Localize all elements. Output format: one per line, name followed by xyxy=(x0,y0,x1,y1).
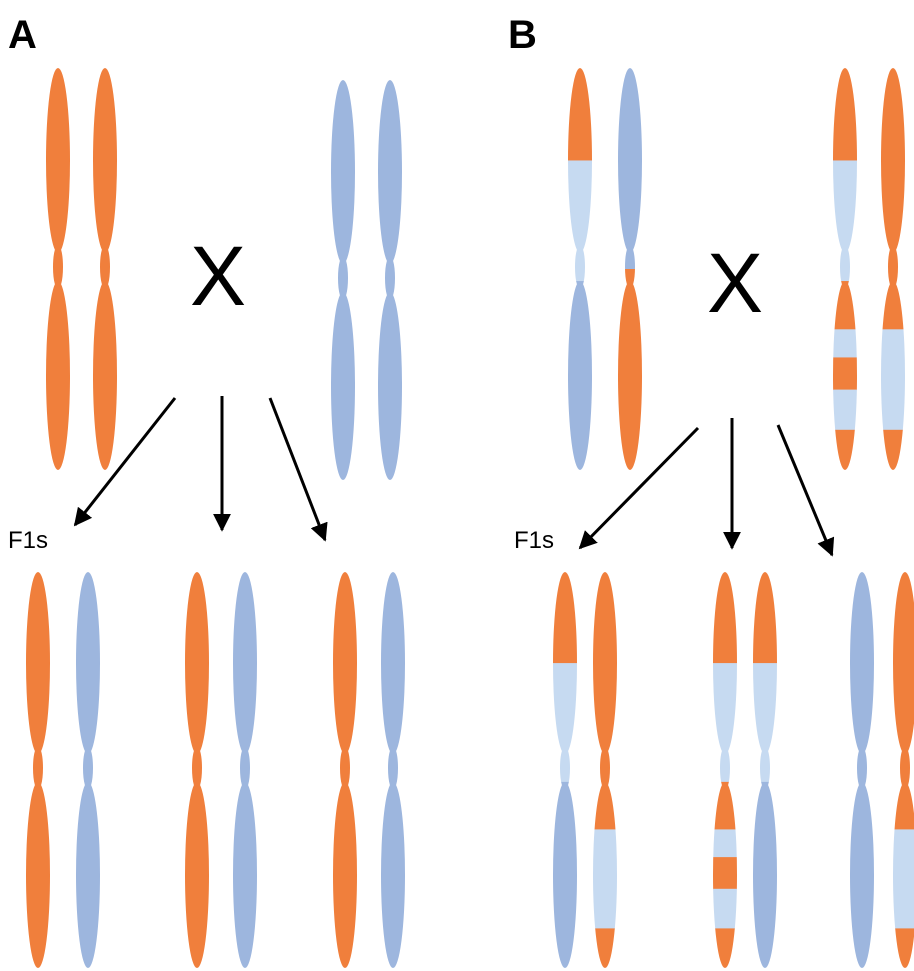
chromosome xyxy=(24,572,52,969)
panel-label: B xyxy=(508,13,537,57)
chromosome xyxy=(91,68,119,471)
offspring-label: F1s xyxy=(514,527,554,554)
figure: A B X X F1s F1s xyxy=(0,0,914,971)
chromosome xyxy=(831,68,859,471)
chromosome xyxy=(231,572,259,969)
chromosome xyxy=(44,68,72,471)
chromosome xyxy=(376,80,404,481)
arrows xyxy=(75,396,832,555)
chromosome xyxy=(329,80,357,481)
chromosome xyxy=(591,572,619,969)
chromosome xyxy=(74,572,102,969)
chromosome xyxy=(879,68,907,471)
chromosome xyxy=(551,572,579,969)
chromosome xyxy=(331,572,359,969)
chromosome xyxy=(566,68,594,471)
chromosome xyxy=(751,572,779,969)
chromosome xyxy=(891,572,914,969)
chromosome xyxy=(183,572,211,969)
panel-label: A xyxy=(8,13,37,57)
cross-symbol: X xyxy=(190,229,246,323)
chromosome xyxy=(711,572,739,969)
chromosome xyxy=(379,572,407,969)
cross-symbol: X xyxy=(707,236,763,330)
chromosomes xyxy=(24,68,914,969)
offspring-label: F1s xyxy=(8,527,48,554)
chromosome xyxy=(616,68,644,471)
chromosome xyxy=(848,572,876,969)
